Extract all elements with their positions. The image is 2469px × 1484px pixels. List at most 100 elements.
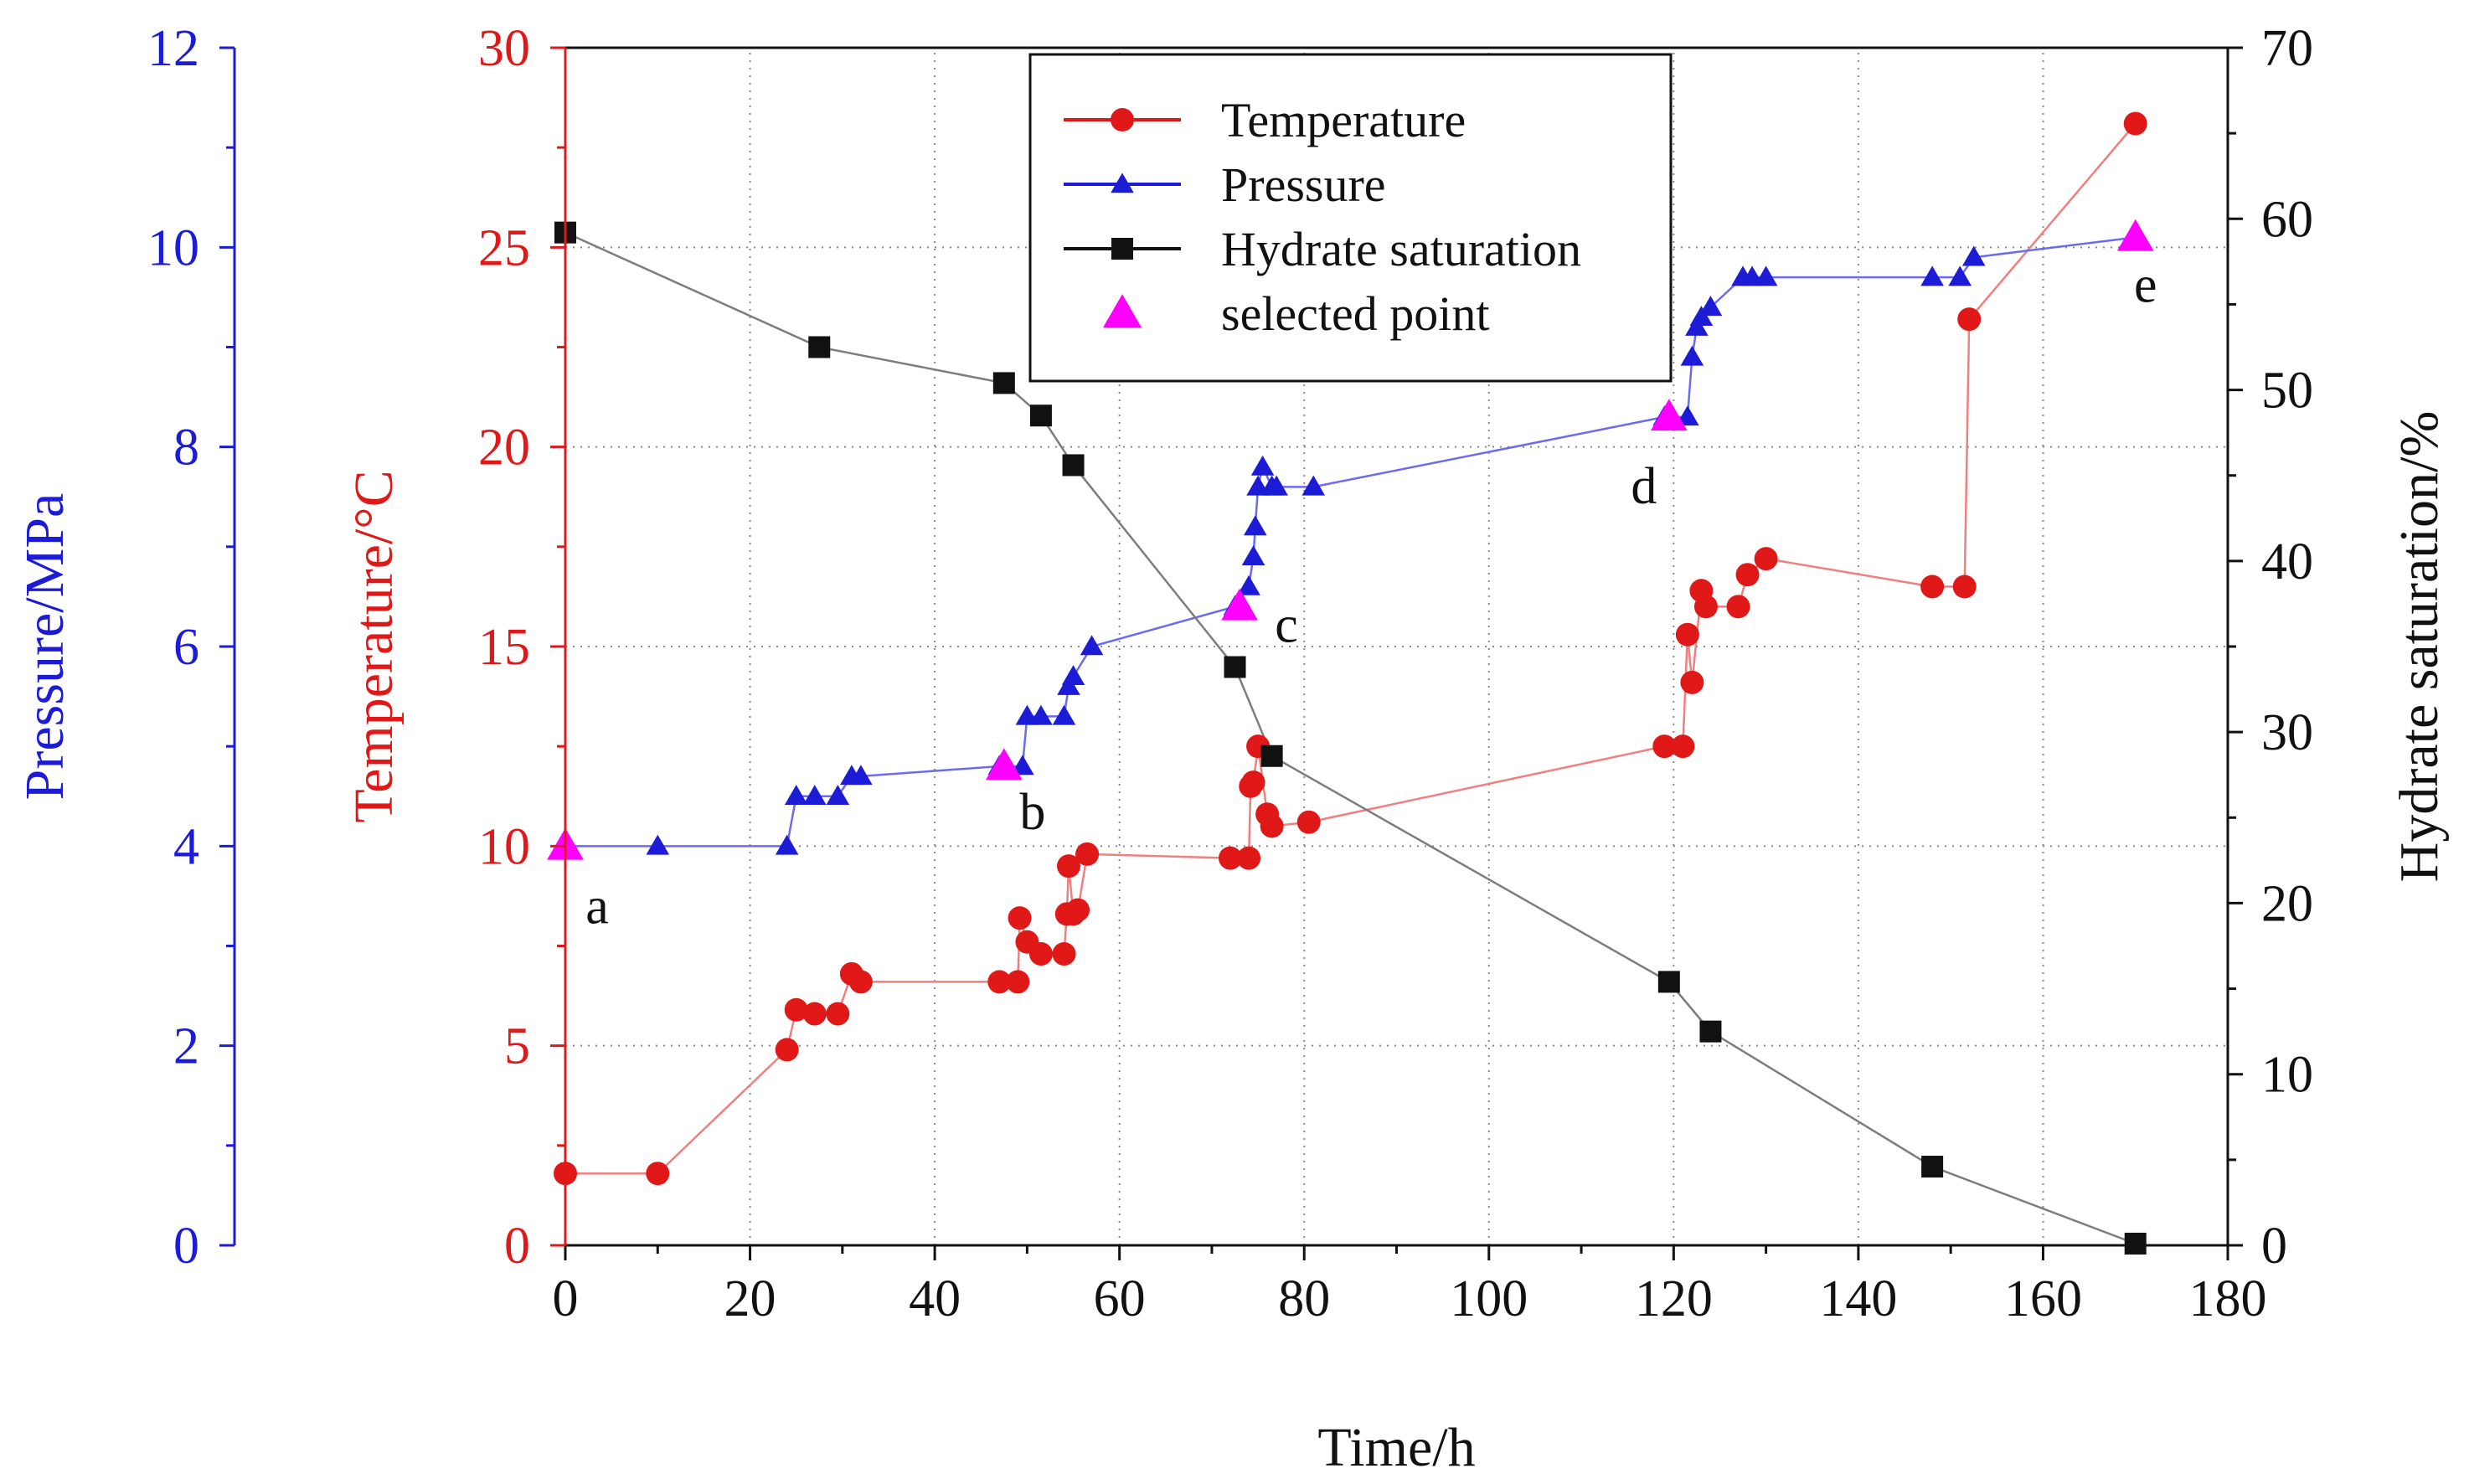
- temperature-point: [1952, 575, 1977, 599]
- pressure-point: [1061, 665, 1085, 686]
- pressure-point: [1698, 296, 1723, 317]
- hydrate-saturation-point: [1224, 656, 1246, 678]
- temperature-tick-label: 30: [478, 20, 530, 77]
- temperature-point: [987, 970, 1012, 994]
- saturation-tick-label: 30: [2261, 704, 2313, 761]
- temperature-point: [646, 1162, 670, 1186]
- temperature-point: [1219, 846, 1242, 870]
- hydrate-saturation-point: [1062, 454, 1085, 477]
- annotation-d: d: [1631, 458, 1657, 515]
- pressure-tick-label: 10: [147, 219, 199, 276]
- hydrate-saturation-point: [1921, 1156, 1944, 1178]
- pressure-point: [1961, 245, 1986, 266]
- pressure-tick-label: 6: [173, 619, 199, 676]
- temperature-point: [1680, 670, 1704, 694]
- x-tick-label: 120: [1635, 1270, 1713, 1327]
- legend-marker-hydrate-saturation: [1111, 238, 1133, 260]
- pressure-point: [1011, 755, 1034, 775]
- temperature-point: [1241, 770, 1265, 795]
- pressure-point: [1241, 545, 1265, 566]
- saturation-tick-label: 10: [2261, 1047, 2313, 1104]
- temperature-point: [1296, 810, 1321, 834]
- legend-marker-temperature: [1111, 108, 1134, 131]
- temperature-point: [1006, 970, 1030, 994]
- temperature-point: [1671, 734, 1695, 759]
- x-tick-label: 160: [2004, 1270, 2082, 1327]
- temperature-tick-label: 25: [478, 219, 530, 276]
- pressure-tick-label: 4: [173, 818, 199, 875]
- temperature-tick-label: 10: [478, 818, 530, 875]
- pressure-point: [1237, 575, 1260, 595]
- saturation-tick-label: 60: [2261, 191, 2313, 248]
- temperature-point: [1008, 906, 1032, 930]
- legend-marker-pressure: [1111, 173, 1134, 193]
- temperature-point: [784, 997, 808, 1022]
- x-tick-label: 100: [1450, 1270, 1528, 1327]
- temperature-tick-label: 5: [504, 1018, 530, 1075]
- selected-point-point: [1650, 399, 1688, 431]
- hydrate-saturation-point: [1029, 404, 1052, 427]
- temperature-point: [1920, 575, 1945, 599]
- pressure-point: [775, 834, 799, 855]
- temperature-point: [1066, 898, 1090, 922]
- temperature-point: [826, 1002, 850, 1026]
- pressure-tick-label: 8: [173, 420, 199, 477]
- temperature-point: [1075, 842, 1100, 866]
- temperature-point: [1052, 942, 1076, 966]
- x-tick-label: 60: [1094, 1270, 1146, 1327]
- temperature-tick-label: 20: [478, 420, 530, 477]
- temperature-axis-label: Temperature/°C: [343, 470, 405, 822]
- saturation-tick-label: 20: [2261, 875, 2313, 932]
- legend-label-hydrate-saturation: Hydrate saturation: [1221, 222, 1581, 276]
- temperature-point: [1754, 547, 1778, 571]
- pressure-tick-label: 0: [173, 1218, 199, 1275]
- pressure-tick-label: 2: [173, 1018, 199, 1075]
- pressure-point: [1676, 405, 1699, 426]
- pressure-point: [1920, 265, 1944, 286]
- hydrate-saturation-point: [992, 372, 1015, 394]
- annotation-a: a: [585, 878, 609, 935]
- temperature-tick-label: 0: [504, 1218, 530, 1275]
- temperature-point: [775, 1038, 799, 1062]
- saturation-tick-label: 70: [2261, 20, 2313, 77]
- selected-point-point: [2116, 219, 2154, 251]
- x-tick-label: 0: [553, 1270, 579, 1327]
- pressure-tick-label: 12: [147, 20, 199, 77]
- hydrate-saturation-point: [808, 336, 831, 358]
- annotation-b: b: [1019, 784, 1045, 841]
- temperature-point: [1237, 846, 1261, 870]
- annotations: a b c d e: [585, 256, 2157, 935]
- pressure-point: [826, 785, 850, 806]
- temperature-point: [848, 970, 873, 994]
- pressure-point: [849, 765, 873, 786]
- pressure-axis-label: Pressure/MPa: [14, 493, 75, 801]
- legend-marker-selected-point: [1103, 294, 1142, 328]
- hydrate-saturation-point: [1260, 745, 1283, 767]
- selected-point-point: [985, 748, 1023, 781]
- x-tick-label: 40: [909, 1270, 961, 1327]
- x-tick-label: 20: [724, 1270, 776, 1327]
- x-tick-label: 80: [1278, 1270, 1330, 1327]
- temperature-point: [1260, 814, 1284, 838]
- legend-label-selected-point: selected point: [1221, 286, 1490, 341]
- pressure-point: [646, 834, 670, 855]
- pressure-point: [1265, 475, 1288, 496]
- selected-point-point: [1221, 588, 1258, 621]
- hydrate-saturation-point: [1699, 1020, 1722, 1043]
- temperature-tick-label: 15: [478, 619, 530, 676]
- pressure-point: [1052, 704, 1076, 725]
- annotation-c: c: [1275, 596, 1298, 653]
- pressure-point: [1754, 265, 1778, 286]
- annotation-e: e: [2134, 256, 2157, 313]
- series-line-hydrate-saturation: [564, 231, 2137, 1245]
- temperature-point: [2123, 111, 2147, 136]
- legend-label-pressure: Pressure: [1221, 157, 1386, 212]
- pressure-point: [802, 785, 827, 806]
- temperature-point: [1726, 595, 1750, 619]
- hydrate-saturation-point: [1657, 971, 1680, 993]
- x-tick-label: 140: [1819, 1270, 1897, 1327]
- saturation-tick-label: 0: [2261, 1218, 2287, 1275]
- pressure-point: [1029, 704, 1053, 725]
- x-axis-label: Time/h: [1317, 1417, 1475, 1478]
- saturation-tick-label: 50: [2261, 363, 2313, 420]
